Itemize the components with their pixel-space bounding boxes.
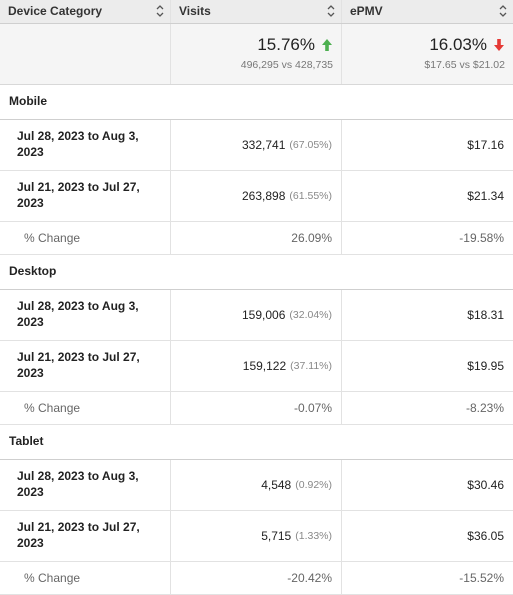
visits-value: 5,715 bbox=[261, 529, 292, 543]
period-cell: Jul 28, 2023 to Aug 3, 2023 bbox=[0, 120, 171, 170]
table-row: Jul 21, 2023 to Jul 27, 2023 159,122 (37… bbox=[0, 341, 513, 392]
visits-share: (67.05%) bbox=[289, 139, 332, 151]
epmv-cell: $19.95 bbox=[467, 359, 504, 373]
visits-share: (32.04%) bbox=[289, 309, 332, 321]
arrow-up-icon bbox=[322, 39, 332, 51]
group-label: Desktop bbox=[9, 264, 57, 278]
period-cell: Jul 28, 2023 to Aug 3, 2023 bbox=[0, 290, 171, 340]
epmv-change-cell: -8.23% bbox=[465, 401, 504, 415]
epmv-compare: $17.65 vs $21.02 bbox=[424, 59, 505, 71]
sort-icon[interactable] bbox=[499, 3, 507, 19]
sort-icon[interactable] bbox=[327, 3, 335, 19]
change-row: % Change -20.42% -15.52% bbox=[0, 562, 513, 595]
group-label: Tablet bbox=[9, 434, 44, 448]
visits-cell: 159,006 (32.04%) bbox=[171, 290, 342, 340]
visits-cell: 263,898 (61.55%) bbox=[171, 171, 342, 221]
visits-share: (0.92%) bbox=[295, 479, 332, 491]
visits-value: 263,898 bbox=[242, 189, 286, 203]
table-row: Jul 21, 2023 to Jul 27, 2023 5,715 (1.33… bbox=[0, 511, 513, 562]
change-label: % Change bbox=[0, 222, 171, 254]
table-header: Device Category Visits ePMV bbox=[0, 0, 513, 24]
visits-share: (37.11%) bbox=[290, 360, 332, 372]
visits-change-value: 15.76% bbox=[257, 35, 333, 55]
visits-change-text: 15.76% bbox=[257, 35, 315, 54]
table-row: Jul 28, 2023 to Aug 3, 2023 159,006 (32.… bbox=[0, 290, 513, 341]
visits-value: 159,122 bbox=[242, 359, 287, 373]
change-label: % Change bbox=[0, 562, 171, 594]
epmv-change-cell: -19.58% bbox=[459, 231, 504, 245]
group-header-desktop: Desktop bbox=[0, 255, 513, 290]
change-row: % Change -0.07% -8.23% bbox=[0, 392, 513, 425]
visits-value: 332,741 bbox=[242, 138, 286, 152]
change-row: % Change 26.09% -19.58% bbox=[0, 222, 513, 255]
group-label: Mobile bbox=[9, 94, 47, 108]
epmv-cell: $30.46 bbox=[467, 478, 504, 492]
arrow-down-icon bbox=[494, 39, 504, 51]
epmv-change-text: 16.03% bbox=[429, 35, 487, 54]
period-cell: Jul 21, 2023 to Jul 27, 2023 bbox=[0, 171, 171, 221]
totals-label-cell bbox=[0, 24, 171, 84]
visits-value: 159,006 bbox=[242, 308, 286, 322]
visits-value: 4,548 bbox=[261, 478, 292, 492]
epmv-change-cell: -15.52% bbox=[459, 571, 504, 585]
visits-cell: 4,548 (0.92%) bbox=[171, 460, 342, 510]
column-header-label: ePMV bbox=[350, 4, 383, 18]
change-label: % Change bbox=[0, 392, 171, 424]
group-header-mobile: Mobile bbox=[0, 85, 513, 120]
column-header-visits[interactable]: Visits bbox=[171, 0, 342, 23]
totals-row: 15.76% 496,295 vs 428,735 16.03% $17.65 … bbox=[0, 24, 513, 85]
column-header-label: Visits bbox=[179, 4, 211, 18]
period-cell: Jul 21, 2023 to Jul 27, 2023 bbox=[0, 511, 171, 561]
table-row: Jul 28, 2023 to Aug 3, 2023 332,741 (67.… bbox=[0, 120, 513, 171]
visits-cell: 5,715 (1.33%) bbox=[171, 511, 342, 561]
visits-cell: 159,122 (37.11%) bbox=[171, 341, 342, 391]
totals-epmv-cell: 16.03% $17.65 vs $21.02 bbox=[342, 24, 513, 84]
epmv-cell: $21.34 bbox=[467, 189, 504, 203]
column-header-label: Device Category bbox=[8, 4, 103, 18]
epmv-cell: $17.16 bbox=[467, 138, 504, 152]
visits-share: (61.55%) bbox=[289, 190, 332, 202]
visits-change-cell: 26.09% bbox=[171, 222, 342, 254]
visits-cell: 332,741 (67.05%) bbox=[171, 120, 342, 170]
table-row: Jul 21, 2023 to Jul 27, 2023 263,898 (61… bbox=[0, 171, 513, 222]
table-row: Jul 28, 2023 to Aug 3, 2023 4,548 (0.92%… bbox=[0, 460, 513, 511]
visits-change-cell: -20.42% bbox=[171, 562, 342, 594]
period-cell: Jul 21, 2023 to Jul 27, 2023 bbox=[0, 341, 171, 391]
column-header-device-category[interactable]: Device Category bbox=[0, 0, 171, 23]
visits-share: (1.33%) bbox=[295, 530, 332, 542]
epmv-cell: $18.31 bbox=[467, 308, 504, 322]
column-header-epmv[interactable]: ePMV bbox=[342, 0, 513, 23]
visits-compare: 496,295 vs 428,735 bbox=[240, 59, 333, 71]
epmv-cell: $36.05 bbox=[467, 529, 504, 543]
totals-visits-cell: 15.76% 496,295 vs 428,735 bbox=[171, 24, 342, 84]
period-cell: Jul 28, 2023 to Aug 3, 2023 bbox=[0, 460, 171, 510]
sort-icon[interactable] bbox=[156, 3, 164, 19]
group-header-tablet: Tablet bbox=[0, 425, 513, 460]
epmv-change-value: 16.03% bbox=[429, 35, 505, 55]
visits-change-cell: -0.07% bbox=[171, 392, 342, 424]
